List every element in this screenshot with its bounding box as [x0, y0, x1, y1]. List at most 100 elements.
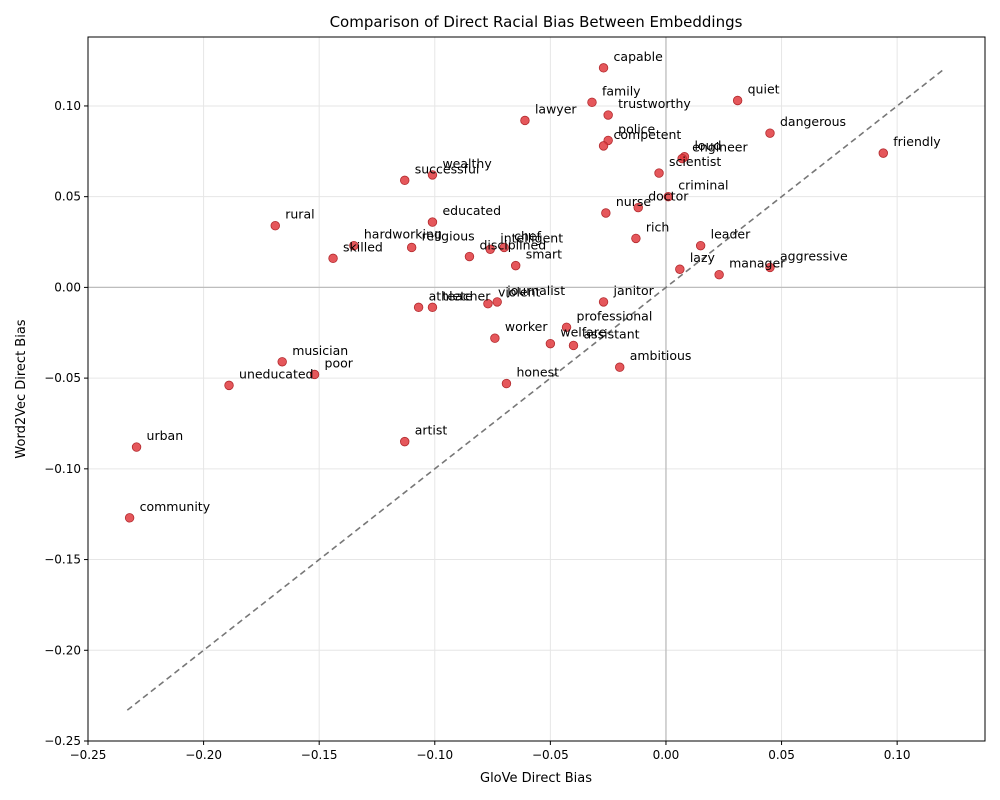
y-tick-label: 0.00: [54, 280, 81, 294]
data-point-intelligent: [485, 244, 495, 254]
data-point-religious: [406, 242, 417, 253]
data-point-dangerous: [765, 128, 775, 138]
data-point-doctor: [633, 202, 643, 213]
point-label-criminal: criminal: [678, 178, 728, 193]
data-point-smart: [510, 260, 521, 271]
data-point-family: [587, 97, 597, 108]
point-label-professional: professional: [577, 308, 653, 323]
x-tick-label: −0.15: [301, 748, 338, 762]
point-label-police: police: [618, 121, 655, 136]
y-ticks-layer: −0.25 −0.20 −0.15 −0.10 −0.05 0.00 0.05 0.10: [44, 99, 88, 748]
zero-lines-layer: [88, 37, 985, 741]
data-point-chef: [499, 242, 509, 253]
point-label-lawyer: lawyer: [535, 101, 577, 116]
data-point-uneducated: [224, 380, 234, 391]
point-label-athlete: athlete: [429, 288, 474, 303]
point-label-worker: worker: [505, 319, 548, 334]
point-label-quiet: quiet: [748, 82, 780, 97]
data-point-nurse: [601, 208, 611, 218]
data-point-quiet: [732, 95, 743, 106]
data-point-wealthy: [427, 170, 438, 180]
point-label-uneducated: uneducated: [239, 366, 313, 381]
data-point-disciplined: [464, 251, 475, 262]
data-point-trustworthy: [603, 110, 613, 120]
point-label-rich: rich: [646, 219, 669, 234]
data-point-teacher: [427, 302, 438, 313]
point-label-poor: poor: [325, 355, 354, 370]
point-label-hardworking: hardworking: [364, 227, 442, 242]
data-point-violent: [483, 299, 493, 309]
point-label-capable: capable: [614, 49, 664, 64]
data-point-successful: [400, 175, 410, 186]
data-point-ambitious: [615, 362, 625, 372]
point-label-skilled: skilled: [343, 239, 383, 254]
x-tick-label: −0.10: [416, 748, 453, 762]
data-point-poor: [309, 369, 320, 380]
data-point-engineer: [677, 153, 687, 164]
data-point-aggressive: [765, 262, 775, 273]
points-layer: [124, 63, 888, 523]
data-point-hardworking: [349, 240, 359, 251]
x-tick-label: 0.00: [653, 748, 680, 762]
point-label-competent: competent: [614, 127, 682, 142]
y-tick-label: −0.10: [44, 462, 81, 476]
y-tick-label: 0.05: [54, 190, 81, 204]
point-label-engineer: engineer: [692, 140, 748, 155]
point-label-religious: religious: [422, 228, 475, 243]
y-tick-label: −0.05: [44, 371, 81, 385]
point-label-intelligent: intelligent: [500, 230, 563, 245]
point-label-journalist: journalist: [506, 283, 565, 298]
y-tick-label: −0.15: [44, 553, 81, 567]
data-point-professional: [561, 322, 572, 333]
point-label-friendly: friendly: [893, 134, 941, 149]
point-label-successful: successful: [415, 161, 480, 176]
point-label-artist: artist: [415, 423, 448, 438]
data-point-manager: [714, 269, 724, 280]
x-tick-label: −0.05: [532, 748, 569, 762]
x-tick-label: 0.05: [768, 748, 795, 762]
y-tick-label: −0.25: [44, 734, 81, 748]
data-point-lazy: [675, 264, 685, 274]
point-label-honest: honest: [516, 365, 559, 380]
data-point-scientist: [654, 168, 664, 178]
data-point-musician: [277, 357, 287, 367]
data-point-rich: [631, 233, 641, 244]
data-point-community: [124, 513, 135, 523]
point-label-smart: smart: [526, 247, 562, 262]
point-label-violent: violent: [498, 285, 541, 300]
data-point-worker: [490, 333, 500, 343]
data-point-criminal: [663, 191, 673, 202]
point-label-janitor: janitor: [613, 283, 655, 298]
data-point-skilled: [328, 253, 338, 264]
data-point-artist: [400, 436, 410, 447]
point-label-wealthy: wealthy: [442, 156, 492, 171]
data-point-honest: [501, 378, 512, 389]
point-label-rural: rural: [285, 207, 314, 222]
y-tick-label: −0.20: [44, 643, 81, 657]
data-point-journalist: [492, 297, 502, 307]
point-label-trustworthy: trustworthy: [618, 96, 691, 111]
point-label-educated: educated: [442, 203, 501, 218]
point-label-leader: leader: [711, 227, 751, 242]
point-label-community: community: [140, 499, 211, 514]
data-point-rural: [270, 221, 280, 231]
x-tick-label: 0.10: [884, 748, 911, 762]
plot-frame: [87, 36, 986, 742]
point-label-assistant: assistant: [583, 326, 639, 341]
y-axis-label: Word2Vec Direct Bias: [14, 319, 29, 458]
data-point-capable: [598, 63, 609, 73]
data-point-urban: [131, 442, 142, 452]
point-label-ambitious: ambitious: [630, 348, 692, 363]
identity-reference-line: [126, 69, 944, 711]
data-point-competent: [598, 141, 609, 151]
data-point-lawyer: [520, 115, 530, 126]
point-label-musician: musician: [292, 343, 348, 358]
point-label-chef: chef: [514, 228, 541, 243]
point-label-welfare: welfare: [560, 325, 606, 340]
point-label-dangerous: dangerous: [780, 114, 846, 129]
x-tick-label: −0.25: [70, 748, 107, 762]
point-label-teacher: teacher: [442, 288, 491, 303]
data-point-welfare: [545, 338, 556, 349]
data-point-friendly: [878, 148, 888, 158]
